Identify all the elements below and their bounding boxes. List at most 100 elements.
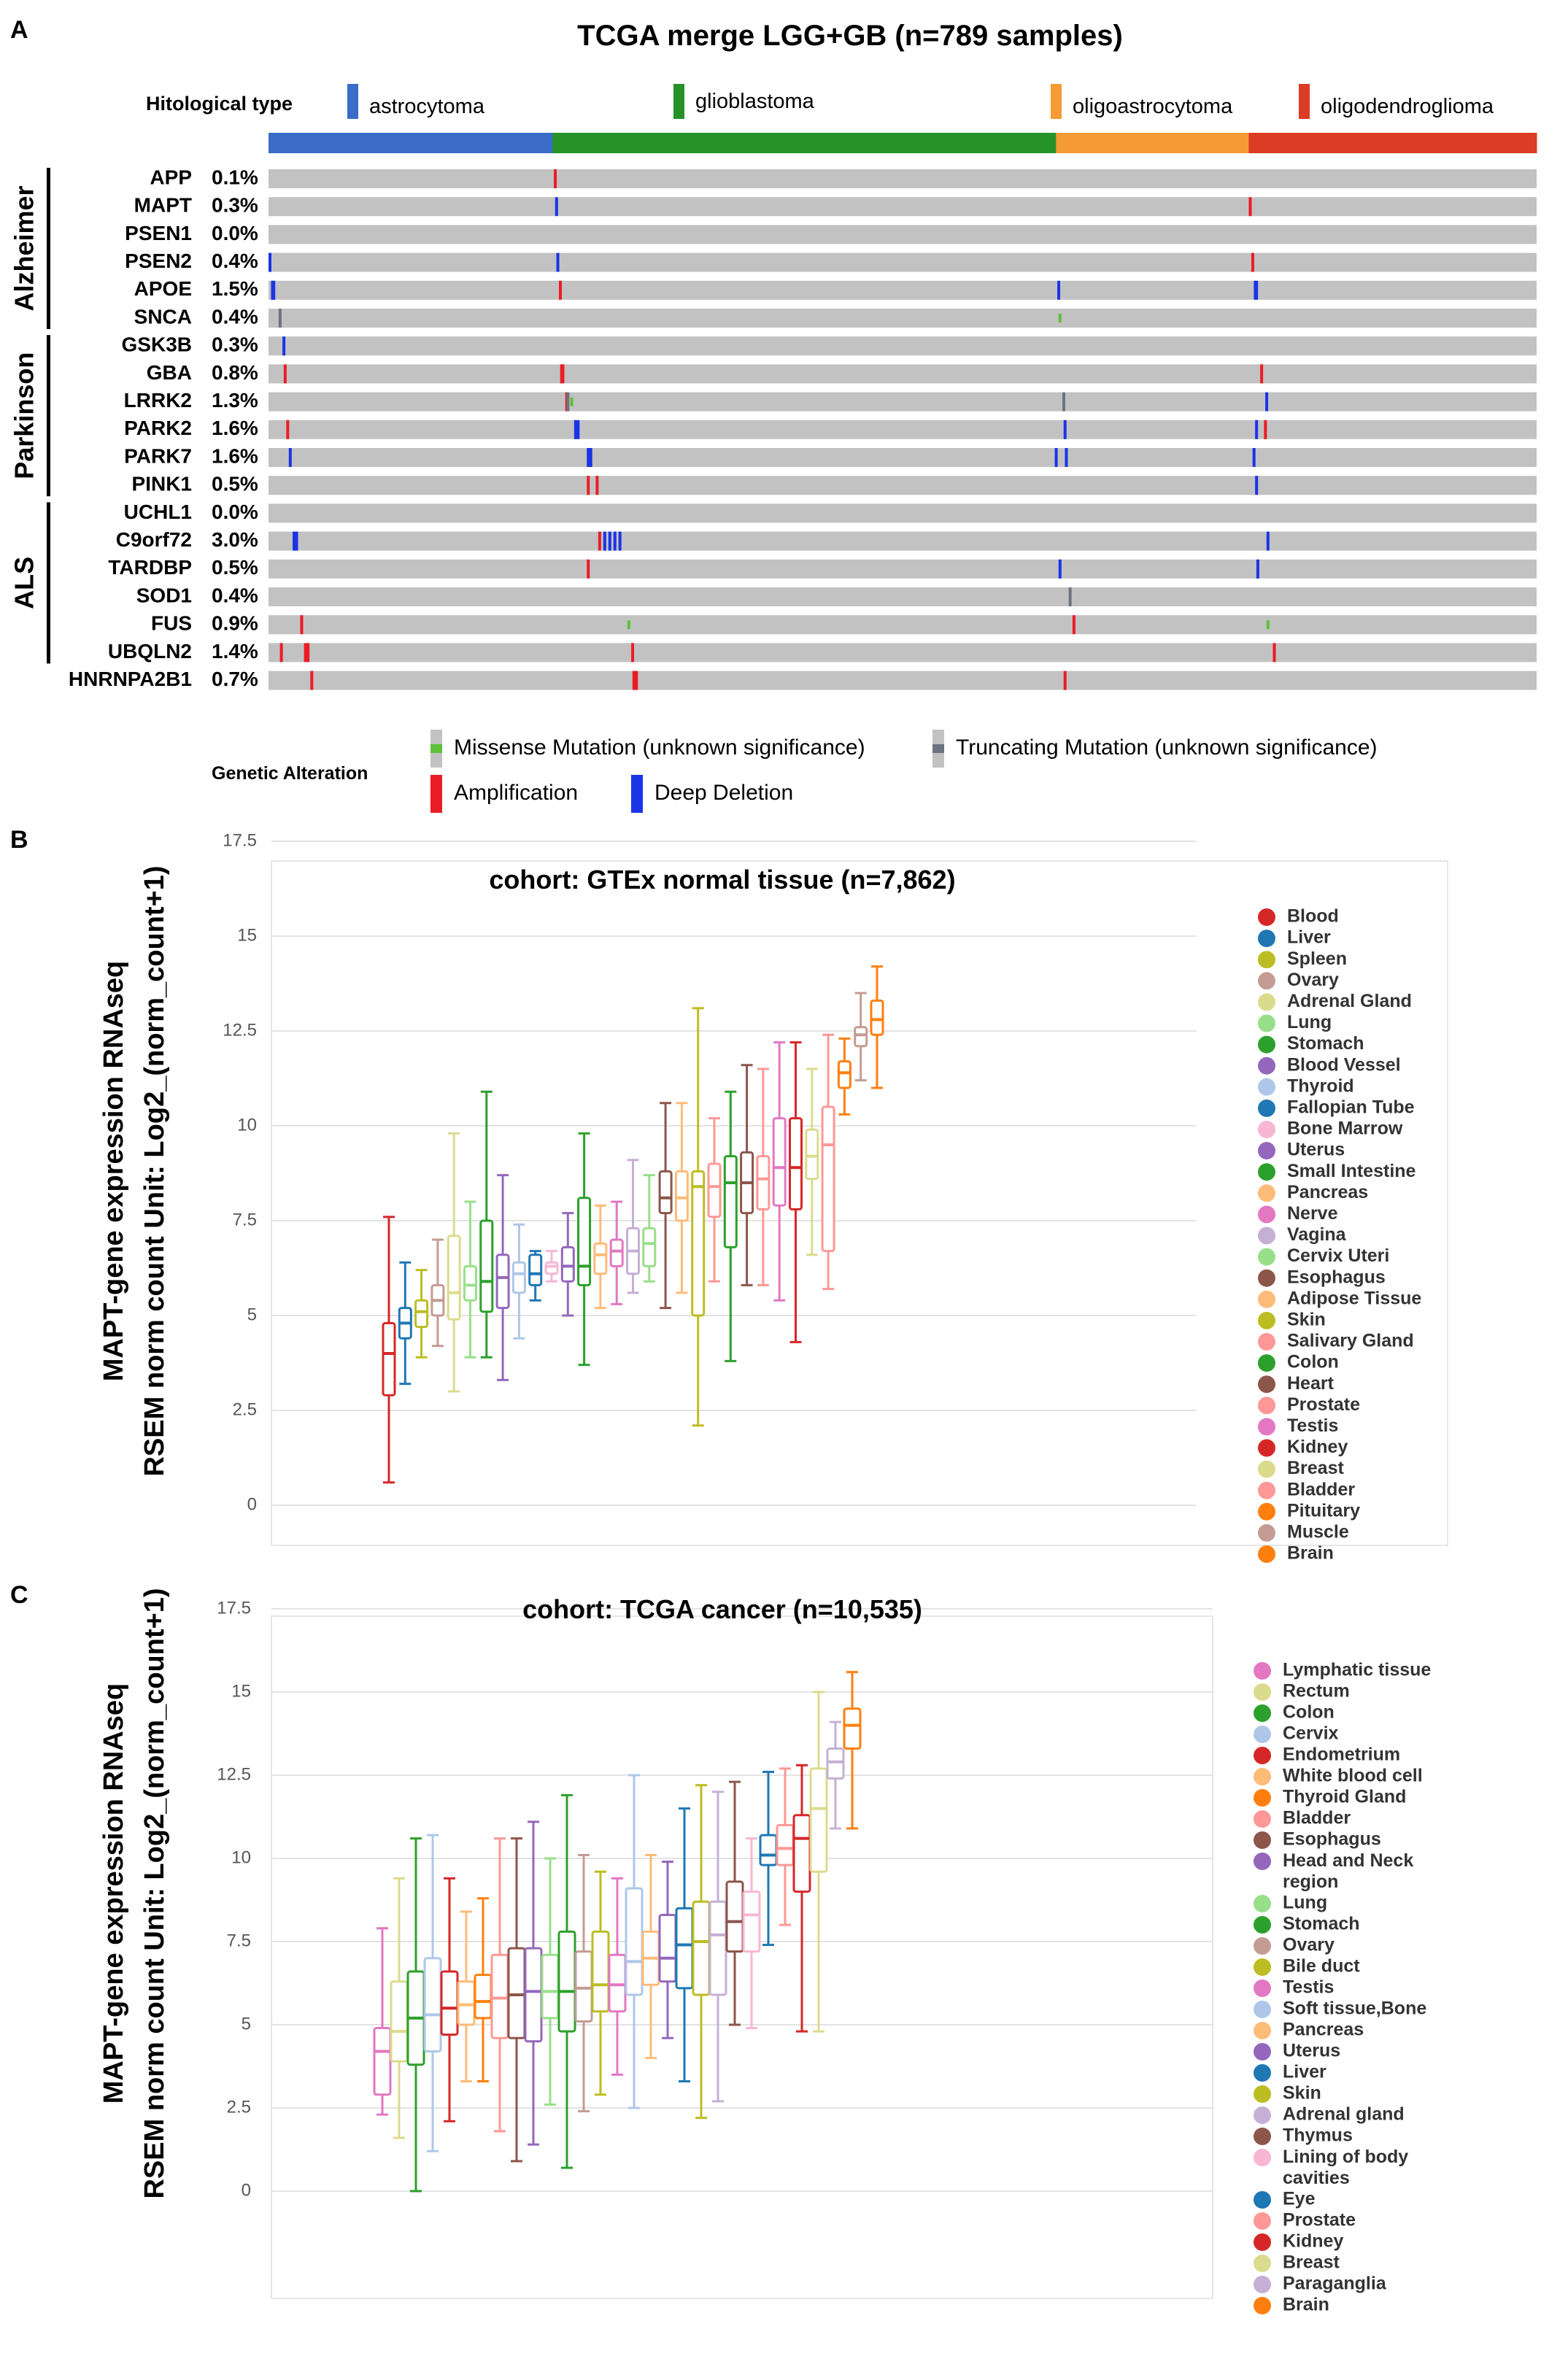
- histology-segment-oligodendroglioma: [1248, 133, 1537, 153]
- alteration-deep-deletion: [587, 448, 590, 467]
- legend-item-liver: Liver: [1254, 2062, 1326, 2082]
- gene-name: TARDBP: [108, 556, 192, 579]
- legend-item-fallopian-tube: Fallopian Tube: [1258, 1097, 1415, 1118]
- alteration-truncating: [566, 392, 570, 412]
- alteration-amplification: [1248, 197, 1252, 217]
- gene-name: GBA: [147, 361, 192, 384]
- legend-dot: [1258, 1502, 1275, 1521]
- legend-item-lining-of-body-cavities: Lining of body cavities: [1254, 2147, 1408, 2188]
- alteration-deep-deletion: [613, 531, 617, 551]
- legend-dot: [1258, 1481, 1275, 1499]
- legend-item-stomach: Stomach: [1254, 1914, 1360, 1934]
- legend-item-nerve: Nerve: [1258, 1203, 1338, 1224]
- legend-item-paraganglia: Paraganglia: [1254, 2274, 1387, 2294]
- gene-percent: 0.5%: [212, 556, 258, 579]
- legend-item-bladder: Bladder: [1254, 1808, 1351, 1828]
- alteration-amplification: [561, 364, 565, 384]
- gene-row-MAPT: MAPT 0.3%: [134, 194, 1537, 217]
- box-spleen: [414, 1269, 429, 1359]
- alteration-deep-deletion: [1057, 280, 1061, 300]
- legend-dot: [1258, 1418, 1275, 1436]
- legend-dot: [1254, 2212, 1271, 2230]
- box-blood: [382, 1216, 396, 1484]
- legend-item-vagina: Vagina: [1258, 1224, 1347, 1245]
- box-iqr: [541, 1953, 560, 2020]
- box-iqr: [792, 1814, 811, 1893]
- legend-item-stomach: Stomach: [1258, 1033, 1364, 1054]
- legend-dot: [1258, 1205, 1275, 1224]
- legend-dot: [1258, 1439, 1275, 1457]
- box-iqr: [809, 1767, 828, 1873]
- histology-legend-oligodendroglioma: oligodendroglioma: [1321, 95, 1494, 118]
- y-tick-label: 12.5: [217, 1764, 251, 1784]
- legend-dot: [1258, 1311, 1275, 1329]
- legend-dot: [1254, 2276, 1271, 2293]
- legend-label: Ovary: [1283, 1935, 1335, 1955]
- box-iqr: [609, 1238, 624, 1267]
- legend-item-soft-tissue-bone: Soft tissue,Bone: [1254, 1998, 1426, 2019]
- histology-segment-oligoastrocytoma: [1056, 133, 1249, 153]
- group-label-Alzheimer: Alzheimer: [9, 185, 39, 311]
- legend-item-white-blood-cell: White blood cell: [1254, 1766, 1423, 1786]
- gene-percent: 0.9%: [212, 612, 258, 635]
- legend-dot: [1258, 1397, 1275, 1415]
- legend-item-bile-duct: Bile duct: [1254, 1956, 1360, 1977]
- gene-percent: 1.4%: [212, 640, 258, 663]
- legend-dot: [1258, 972, 1275, 990]
- histology-bar: [269, 133, 1537, 153]
- y-tick-label: 2.5: [227, 2097, 251, 2117]
- box-salivary-gland: [707, 1117, 722, 1283]
- box-fallopian-tube: [528, 1250, 543, 1302]
- legend-label: Colon: [1283, 1702, 1335, 1723]
- legend-item-uterus: Uterus: [1258, 1140, 1345, 1160]
- gene-track: [269, 587, 1537, 606]
- legend-dot: [1254, 2106, 1271, 2124]
- box-iqr: [474, 1974, 493, 2020]
- box-muscle: [854, 992, 868, 1082]
- legend-item-bladder: Bladder: [1258, 1479, 1355, 1499]
- legend-dot: [1254, 2085, 1271, 2103]
- alteration-deep-deletion: [1058, 559, 1062, 579]
- histology-legend: astrocytoma glioblastoma oligoastrocytoma o…: [347, 84, 1494, 119]
- legend-label: Brain: [1283, 2295, 1329, 2315]
- legend-dot: [1254, 1831, 1271, 1849]
- alteration-deep-deletion: [1266, 531, 1270, 551]
- gene-percent: 3.0%: [212, 528, 258, 551]
- box-pancreas: [593, 1204, 608, 1310]
- legend-item-colon: Colon: [1254, 1702, 1335, 1723]
- legend-dot: [1258, 1460, 1275, 1478]
- box-liver: [398, 1261, 412, 1386]
- box-iqr: [593, 1242, 608, 1275]
- legend-label-del: Deep Deletion: [654, 781, 793, 805]
- legend-label: Rectum: [1283, 1681, 1350, 1702]
- alteration-deep-deletion: [1265, 392, 1269, 412]
- gene-percent: 0.3%: [212, 333, 258, 356]
- legend-item-lymphatic-tissue: Lymphatic tissue: [1254, 1660, 1431, 1680]
- gene-track: [269, 503, 1537, 523]
- legend-label-trunc: Truncating Mutation (unknown significanc…: [956, 735, 1378, 760]
- legend-label: Stomach: [1283, 1914, 1360, 1934]
- alteration-amplification: [279, 643, 283, 663]
- box-rectum: [390, 1877, 409, 2139]
- alteration-amplification: [635, 671, 638, 690]
- gene-track: [269, 392, 1537, 412]
- box-iqr: [414, 1299, 429, 1329]
- legend-label: Uterus: [1283, 2041, 1340, 2061]
- legend-item-heart: Heart: [1258, 1373, 1335, 1394]
- box-iqr: [742, 1890, 761, 1953]
- box-iqr: [707, 1162, 722, 1218]
- gene-percent: 0.7%: [212, 668, 258, 690]
- legend-dot: [1258, 1333, 1275, 1351]
- legend-label: Heart: [1287, 1373, 1335, 1394]
- gene-name: GSK3B: [122, 333, 192, 356]
- legend-dot: [1254, 1726, 1271, 1743]
- legend-item-testis: Testis: [1258, 1415, 1338, 1436]
- legend-label: Fallopian Tube: [1287, 1097, 1415, 1118]
- gene-row-UBQLN2: UBQLN2 1.4%: [108, 640, 1537, 663]
- box-iqr: [870, 999, 884, 1036]
- alteration-amplification: [1251, 252, 1254, 272]
- alteration-amplification: [1272, 643, 1276, 663]
- box-bladder: [821, 1033, 835, 1291]
- legend-label: Thyroid: [1287, 1075, 1354, 1096]
- legend-dot: [1254, 1980, 1271, 1997]
